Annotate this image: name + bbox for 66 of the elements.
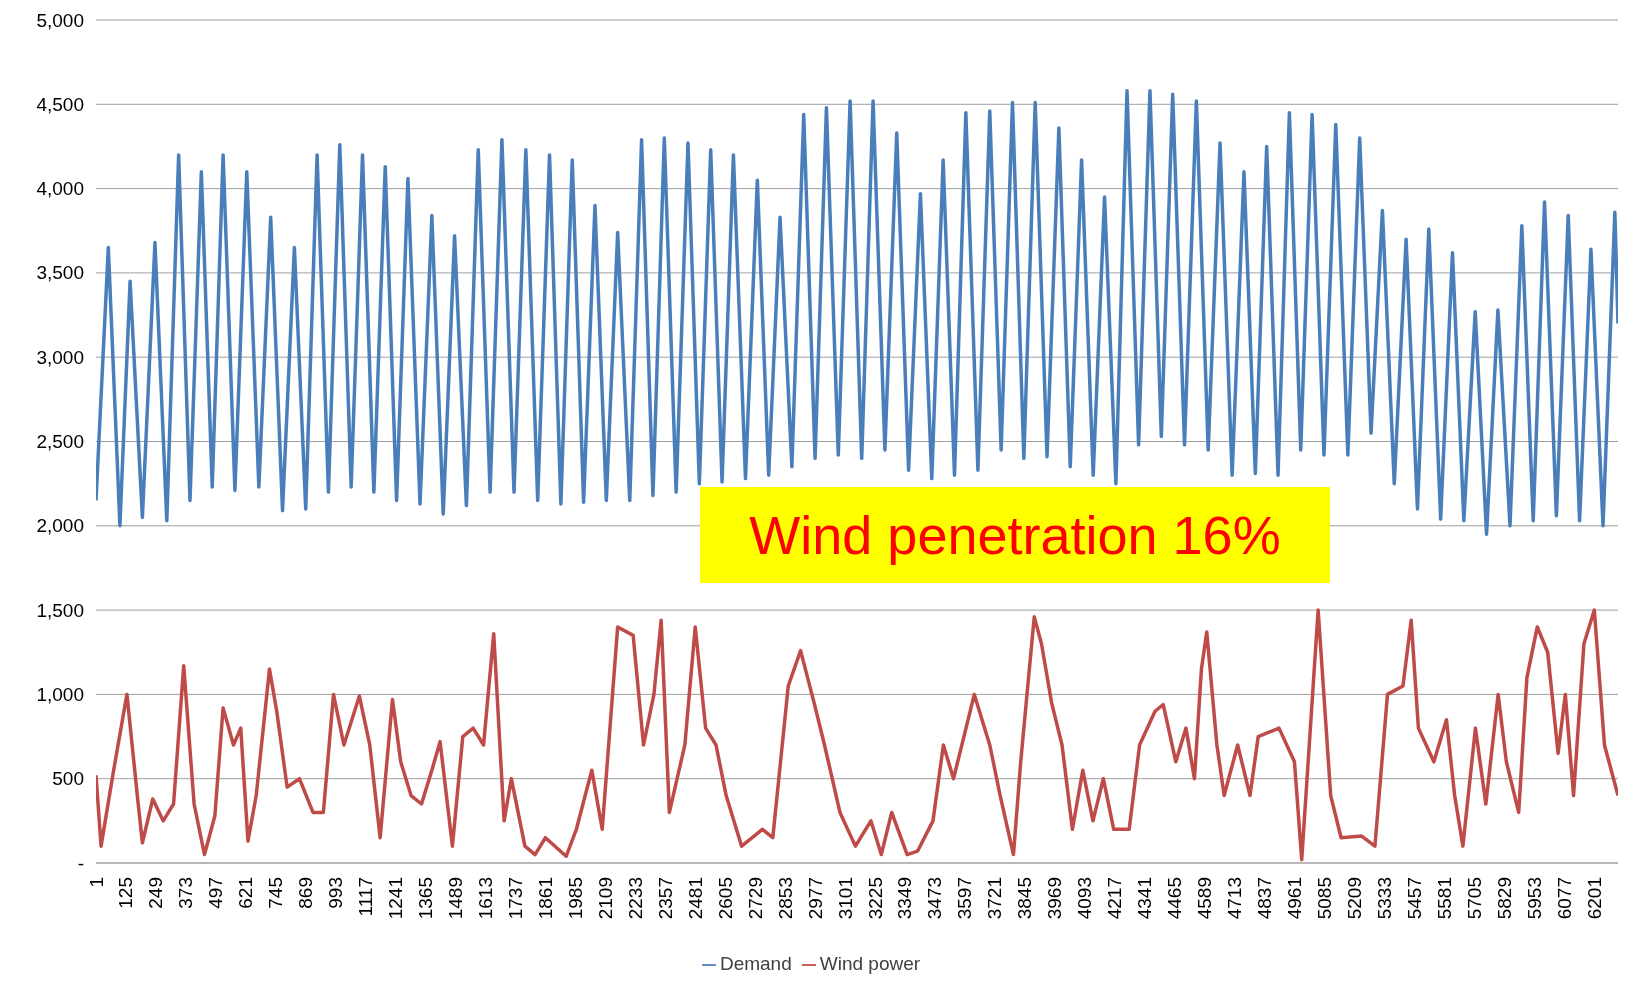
x-tick-label: 5333 [1373,877,1395,920]
x-tick-label: 1985 [564,877,586,920]
x-tick-label: 1737 [504,877,526,920]
x-tick-label: 5705 [1463,877,1485,920]
x-tick-label: 1117 [355,877,377,917]
x-tick-label: 5209 [1343,877,1365,920]
x-tick-label: 3721 [984,877,1006,920]
x-tick-label: 2853 [774,877,796,920]
y-tick-label: 2,500 [36,431,84,452]
x-tick-label: 1489 [445,877,467,920]
x-tick-label: 621 [235,877,257,909]
y-tick-label: 5,000 [36,9,84,31]
x-tick-label: 4713 [1224,877,1246,920]
y-tick-label: - [77,852,84,874]
x-tick-label: 3969 [1044,877,1066,920]
x-tick-label: 1365 [415,877,437,920]
x-tick-label: 5085 [1313,877,1335,920]
legend-label: Wind power [819,953,921,974]
x-tick-label: 745 [265,877,287,909]
x-tick-label: 3473 [924,877,946,920]
x-tick-label: 3349 [894,877,916,920]
x-tick-label: 2729 [744,877,766,920]
x-tick-label: 249 [145,877,167,909]
y-tick-label: 500 [52,768,84,790]
x-tick-label: 2109 [594,877,616,920]
x-tick-label: 5953 [1523,877,1545,920]
x-tick-label: 5457 [1403,877,1425,920]
x-tick-label: 4217 [1104,877,1126,920]
y-tick-label: 2,000 [36,515,84,537]
x-tick-label: 4465 [1164,877,1186,920]
y-tick-label: 1,000 [36,683,84,705]
x-tick-label: 3225 [864,877,886,920]
x-tick-label: 2605 [714,877,736,920]
x-tick-label: 4093 [1074,877,1096,920]
x-tick-label: 2233 [624,877,646,920]
x-tick-label: 3845 [1014,877,1036,920]
y-tick-label: 3,500 [36,262,84,284]
y-tick-label: 4,500 [36,93,84,115]
y-tick-label: 4,000 [36,178,84,200]
x-tick-label: 993 [325,877,347,909]
x-tick-label: 4589 [1194,877,1216,920]
x-tick-label: 1241 [385,877,407,920]
x-tick-label: 2357 [654,877,676,920]
x-tick-label: 4341 [1134,877,1156,920]
y-tick-label: 3,000 [36,346,84,368]
legend-label: Demand [719,953,792,974]
x-tick-label: 869 [295,877,317,909]
annotation: Wind penetration 16% [700,487,1330,583]
x-tick-label: 6201 [1583,877,1605,920]
x-tick-label: 1861 [534,877,556,920]
x-tick-label: 6077 [1553,877,1575,920]
y-tick-label: 1,500 [36,599,84,621]
x-tick-label: 373 [175,877,197,909]
line-series [96,608,1618,862]
x-tick-label: 4961 [1283,877,1305,920]
x-tick-label: 3101 [834,877,856,920]
x-tick-label: 497 [205,877,227,909]
x-tick-label: 1 [85,877,107,888]
x-tick-label: 5581 [1433,877,1455,920]
x-tick-label: 1613 [475,877,496,920]
x-tick-label: 5829 [1493,877,1515,920]
x-tick-label: 4837 [1254,877,1275,920]
x-tick-label: 125 [115,877,137,909]
x-tick-label: 2977 [804,877,826,920]
x-tick-label: 2481 [684,877,706,920]
x-tick-label: 3597 [954,877,976,920]
